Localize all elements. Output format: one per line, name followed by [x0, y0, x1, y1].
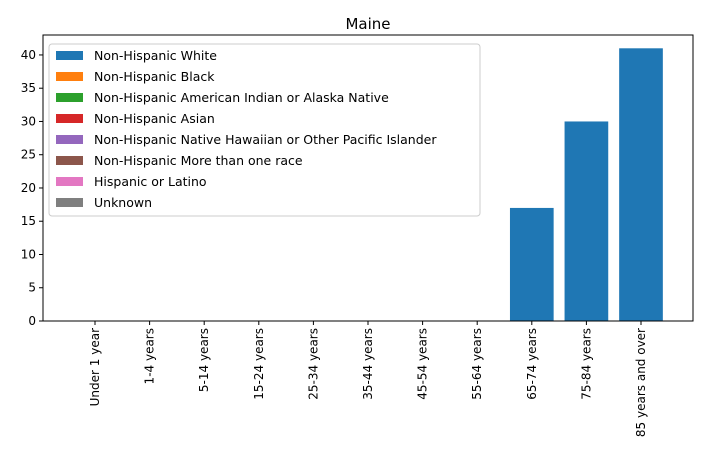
legend-swatch-7: [56, 198, 83, 207]
legend-swatch-3: [56, 114, 83, 123]
x-axis: Under 1 year 1-4 years 5-14 years 15-24 yea…: [88, 321, 648, 437]
legend-swatch-5: [56, 156, 83, 165]
y-tick-label-3: 15: [21, 214, 36, 228]
x-tick-label-1: 1-4 years: [143, 328, 157, 384]
legend-label-2: Non-Hispanic American Indian or Alaska N…: [94, 90, 389, 105]
x-tick-label-5: 35-44 years: [361, 328, 375, 400]
y-tick-label-6: 30: [21, 114, 36, 128]
y-tick-label-2: 10: [21, 247, 36, 261]
legend-swatch-1: [56, 72, 83, 81]
legend-label-6: Hispanic or Latino: [94, 174, 207, 189]
x-tick-label-2: 5-14 years: [197, 328, 211, 392]
x-tick-label-6: 45-54 years: [416, 328, 430, 400]
x-tick-label-3: 15-24 years: [252, 328, 266, 400]
legend-label-7: Unknown: [94, 195, 152, 210]
bars-group: [509, 48, 663, 321]
bar-s0-9: [564, 121, 609, 321]
x-tick-label-4: 25-34 years: [306, 328, 320, 400]
legend-label-0: Non-Hispanic White: [94, 48, 217, 63]
legend-swatch-2: [56, 93, 83, 102]
legend-label-5: Non-Hispanic More than one race: [94, 153, 303, 168]
bar-s0-10: [619, 48, 663, 321]
y-axis: 0 5 10 15 20 25 30 35 40: [21, 48, 43, 328]
y-tick-label-7: 35: [21, 81, 36, 95]
y-tick-label-8: 40: [21, 48, 36, 62]
x-tick-label-7: 55-64 years: [470, 328, 484, 400]
legend-swatch-0: [56, 51, 83, 60]
legend-swatch-4: [56, 135, 83, 144]
legend-label-3: Non-Hispanic Asian: [94, 111, 215, 126]
y-tick-label-0: 0: [28, 314, 36, 328]
y-tick-label-5: 25: [21, 148, 36, 162]
x-tick-label-9: 75-84 years: [579, 328, 593, 400]
x-tick-label-8: 65-74 years: [525, 328, 539, 400]
x-tick-label-0: Under 1 year: [88, 328, 102, 406]
legend-label-4: Non-Hispanic Native Hawaiian or Other Pa…: [94, 132, 437, 147]
legend-box: [48, 43, 481, 217]
legend-label-1: Non-Hispanic Black: [94, 69, 215, 84]
x-tick-label-10: 85 years and over: [634, 328, 648, 437]
legend: Non-Hispanic White Non-Hispanic Black Non-…: [48, 43, 481, 217]
chart-title: Maine: [345, 15, 390, 33]
y-tick-label-4: 20: [21, 181, 36, 195]
bar-s0-8: [509, 207, 554, 321]
y-tick-label-1: 5: [28, 281, 36, 295]
legend-swatch-6: [56, 177, 83, 186]
